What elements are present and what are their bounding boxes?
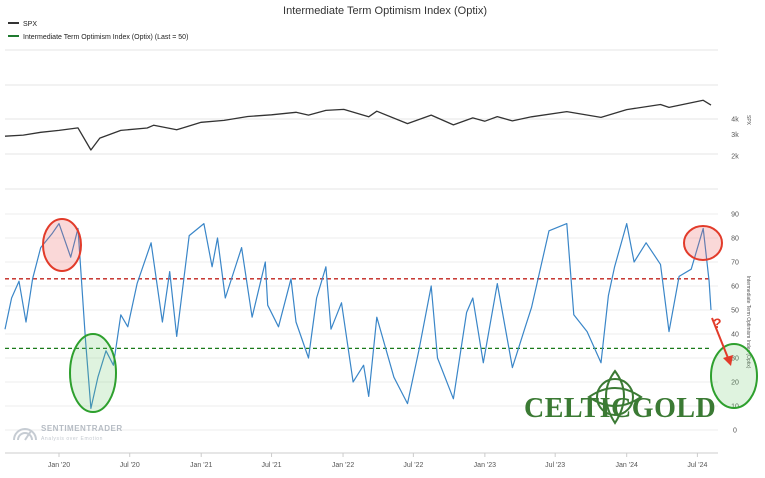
x-tick-label: Jan '24 [616,462,638,469]
watermark-name: SENTIMENTRADER [41,424,123,433]
x-tick-label: Jul '20 [120,462,140,469]
spx-tick-label: 3k [731,132,739,139]
brand-name: CELTICGOLD [524,393,716,424]
highlight-bottom-2020 [69,333,117,413]
highlight-target-zone [710,343,758,409]
optix-tick-label: 20 [731,380,739,387]
spx-line [4,99,712,151]
optix-tick-label: 70 [731,260,739,267]
legend-label-optix: Intermediate Term Optimism Index (Optix)… [23,34,188,41]
x-tick-label: Jan '21 [190,462,212,469]
sentimentrader-watermark: SENTIMENTRADER Analysis over Emotion [13,424,123,442]
spx-axis-label: SPX [745,115,751,126]
optix-tick-label: 80 [731,236,739,243]
celticgold-logo: CELTICGOLD [524,369,716,425]
spx-tick-label: 4k [731,117,739,124]
x-tick-label: Jan '23 [474,462,496,469]
spx-axis: 4k 3k 2k SPX [731,115,751,161]
legend-label-spx: SPX [23,21,37,28]
x-tick-label: Jul '21 [262,462,282,469]
chart-title: Intermediate Term Optimism Index (Optix) [283,5,487,17]
x-tick-label: Jan '22 [332,462,354,469]
x-axis: Jan '20 Jul '20 Jan '21 Jul '21 Jan '22 Jul '… [5,452,718,469]
watermark-tagline: Analysis over Emotion [41,436,103,442]
question-mark: ? [713,315,722,331]
optix-tick-label: 50 [731,308,739,315]
reference-lines [5,278,711,350]
optix-axis: 0102030405060708090Intermediate Term Opt… [731,212,751,435]
optix-grid [5,213,718,431]
forecast-arrow-head [723,355,733,366]
x-tick-label: Jan '20 [48,462,70,469]
optix-tick-label: 30 [731,356,739,363]
celtic-knot-icon [587,369,643,425]
highlight-top-2024 [683,225,723,261]
x-tick-label: Jul '24 [687,462,707,469]
optix-tick-label: 0 [733,428,737,435]
spx-tick-label: 2k [731,154,739,161]
grid-lines [5,49,718,190]
annotations: ? [42,218,758,413]
forecast-arrow [711,317,729,359]
x-tick-label: Jul '23 [545,462,565,469]
optix-axis-label: Intermediate Term Optimism Index (Optix) [745,276,751,369]
highlight-top-2020 [42,218,82,272]
optix-tick-label: 90 [731,212,739,219]
optix-tick-label: 60 [731,284,739,291]
optix-tick-label: 40 [731,332,739,339]
optix-line [4,223,712,409]
watermark-logo-icon [13,428,37,441]
x-tick-label: Jul '22 [403,462,423,469]
